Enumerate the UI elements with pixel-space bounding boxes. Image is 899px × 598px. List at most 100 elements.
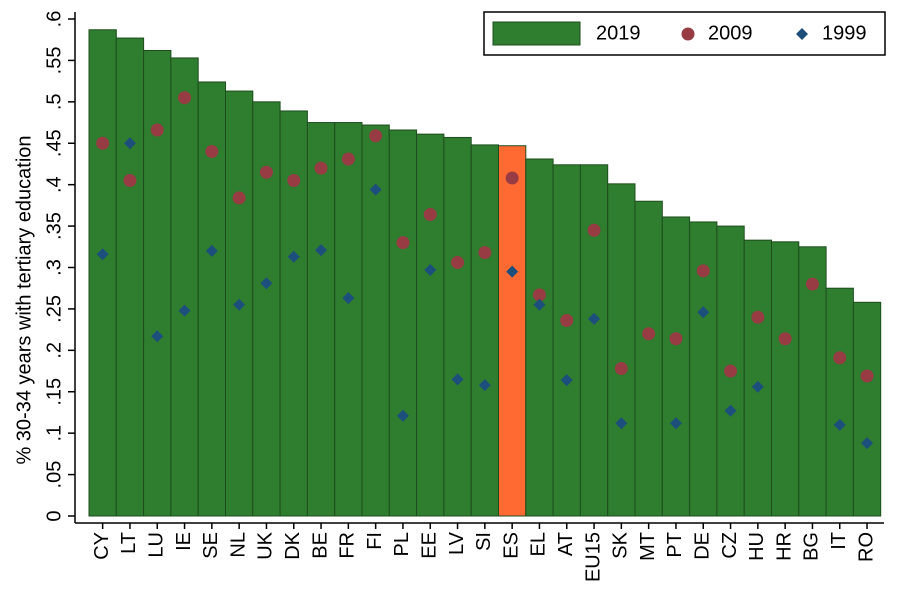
x-tick-label: DE <box>692 532 714 560</box>
diamond <box>287 250 300 263</box>
x-tick-label: SI <box>473 532 495 551</box>
dot <box>560 314 574 328</box>
diamond <box>697 306 710 319</box>
diamond <box>451 373 464 386</box>
y-tick-label: .55 <box>43 47 65 75</box>
diamond <box>178 304 191 317</box>
dot <box>696 264 710 278</box>
x-tick-label: EU15 <box>582 532 604 582</box>
bar <box>825 287 854 517</box>
x-tick-label: HR <box>773 532 795 561</box>
x-tick-label: AT <box>555 532 577 556</box>
diamond <box>233 298 246 311</box>
dot <box>287 174 301 188</box>
bar <box>88 29 117 517</box>
dot <box>369 129 383 143</box>
x-tick-label: CZ <box>719 532 741 559</box>
bar <box>115 37 145 517</box>
diamond <box>615 417 628 430</box>
x-tick-label: SE <box>200 532 222 559</box>
legend-label: 2019 <box>596 22 641 44</box>
y-tick-label: .45 <box>43 129 65 157</box>
diamond <box>315 244 328 257</box>
legend-swatch <box>492 21 581 46</box>
dot <box>724 364 738 378</box>
diamond <box>205 244 218 257</box>
x-tick-label: LU <box>146 532 168 558</box>
x-tick-label: HU <box>746 532 768 561</box>
y-tick-label: .2 <box>43 342 65 359</box>
diamond <box>861 437 874 450</box>
x-tick-label: MT <box>637 532 659 561</box>
bar <box>388 129 418 517</box>
legend-label: 1999 <box>822 22 867 44</box>
dot <box>396 236 410 250</box>
x-tick-label: LV <box>446 531 468 555</box>
bar <box>416 133 445 517</box>
dot <box>423 207 437 221</box>
x-tick-label: BE <box>309 532 331 559</box>
bar <box>607 183 636 517</box>
bar <box>743 239 773 517</box>
dot <box>451 256 465 270</box>
diamond <box>478 379 491 392</box>
diamond <box>123 137 136 150</box>
diamond <box>724 404 737 417</box>
dot <box>150 123 164 137</box>
dot <box>778 332 792 346</box>
bar <box>170 57 199 517</box>
dot <box>751 310 765 324</box>
diamond <box>369 183 382 196</box>
bar <box>634 200 663 517</box>
dot <box>587 223 601 237</box>
dot <box>532 288 546 302</box>
diamond <box>560 374 573 387</box>
x-tick-label: BG <box>801 532 823 561</box>
dot <box>642 327 656 341</box>
y-tick-label: .5 <box>43 93 65 110</box>
x-tick-label: PT <box>664 532 686 558</box>
y-axis-label: % 30-34 years with tertiary education <box>13 135 35 464</box>
x-tick-label: EL <box>528 532 550 556</box>
bar <box>279 110 308 517</box>
dot <box>178 91 192 105</box>
diamond <box>751 380 764 393</box>
x-tick-label: DK <box>282 531 304 559</box>
diamond <box>533 298 546 311</box>
bar <box>661 216 691 517</box>
x-tick-label: PL <box>391 532 413 556</box>
x-tick-label: FI <box>364 532 386 550</box>
x-tick-label: FR <box>337 532 359 559</box>
x-tick-label: SK <box>610 531 632 558</box>
y-tick-label: .1 <box>43 425 65 442</box>
bar <box>252 101 281 517</box>
x-tick-label: CY <box>91 532 113 560</box>
bar <box>852 301 882 517</box>
diamond <box>588 312 601 325</box>
dot <box>314 161 328 175</box>
dot <box>205 145 219 159</box>
diamond <box>424 263 437 276</box>
diamond <box>669 417 682 430</box>
y-tick-label: .35 <box>43 212 65 240</box>
x-tick-label: RO <box>855 532 877 562</box>
bar <box>498 145 527 517</box>
y-tick-label: .05 <box>43 461 65 489</box>
dot <box>805 277 819 291</box>
x-tick-label: LT <box>118 532 140 554</box>
x-tick-label: EE <box>419 532 441 559</box>
dot <box>505 171 519 185</box>
bar <box>470 144 500 517</box>
dot <box>478 246 492 260</box>
x-tick-label: IE <box>173 532 195 551</box>
y-tick-label: 0 <box>43 510 65 521</box>
legend-swatch <box>796 28 808 40</box>
bar <box>143 49 172 517</box>
bar <box>579 164 609 517</box>
y-tick-label: .3 <box>43 259 65 276</box>
dot <box>96 136 110 150</box>
y-tick-label: .6 <box>43 11 65 28</box>
dot <box>833 351 847 365</box>
dot <box>614 362 628 376</box>
